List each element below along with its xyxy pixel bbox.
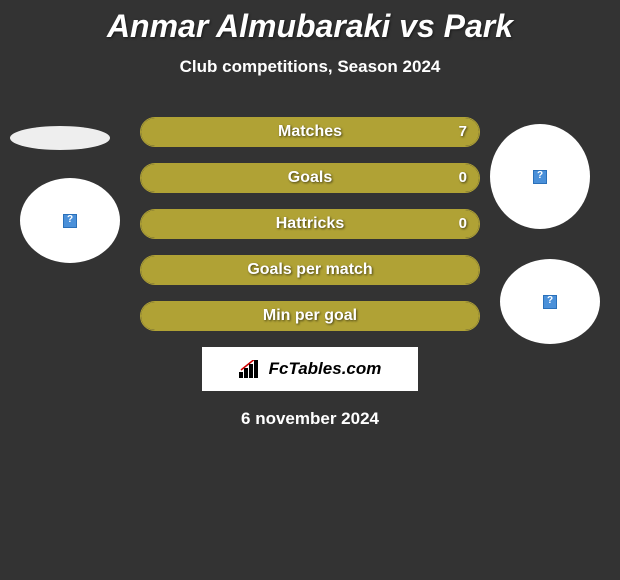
stat-row-matches: Matches 7 — [140, 117, 480, 147]
stat-rows-container: Matches 7 Goals 0 Hattricks 0 Goals per … — [140, 117, 480, 331]
stat-row-min-per-goal: Min per goal — [140, 301, 480, 331]
stat-label: Goals — [141, 164, 479, 192]
stat-value: 7 — [459, 118, 467, 146]
player-avatar-right-top — [490, 124, 590, 229]
logo-bars-icon — [239, 360, 263, 378]
stat-label: Hattricks — [141, 210, 479, 238]
stat-row-goals-per-match: Goals per match — [140, 255, 480, 285]
decorative-ellipse-left — [10, 126, 110, 150]
stat-label: Goals per match — [141, 256, 479, 284]
date-text: 6 november 2024 — [0, 409, 620, 429]
logo-text: FcTables.com — [269, 359, 382, 379]
subtitle: Club competitions, Season 2024 — [0, 57, 620, 77]
fctables-logo[interactable]: FcTables.com — [202, 347, 418, 391]
placeholder-icon — [543, 295, 557, 309]
page-title: Anmar Almubaraki vs Park — [0, 8, 620, 45]
stat-row-goals: Goals 0 — [140, 163, 480, 193]
stat-value: 0 — [459, 210, 467, 238]
stat-label: Min per goal — [141, 302, 479, 330]
player-avatar-right-bottom — [500, 259, 600, 344]
stat-label: Matches — [141, 118, 479, 146]
placeholder-icon — [533, 170, 547, 184]
stat-row-hattricks: Hattricks 0 — [140, 209, 480, 239]
player-avatar-left — [20, 178, 120, 263]
placeholder-icon — [63, 214, 77, 228]
stat-value: 0 — [459, 164, 467, 192]
main-container: Anmar Almubaraki vs Park Club competitio… — [0, 0, 620, 437]
